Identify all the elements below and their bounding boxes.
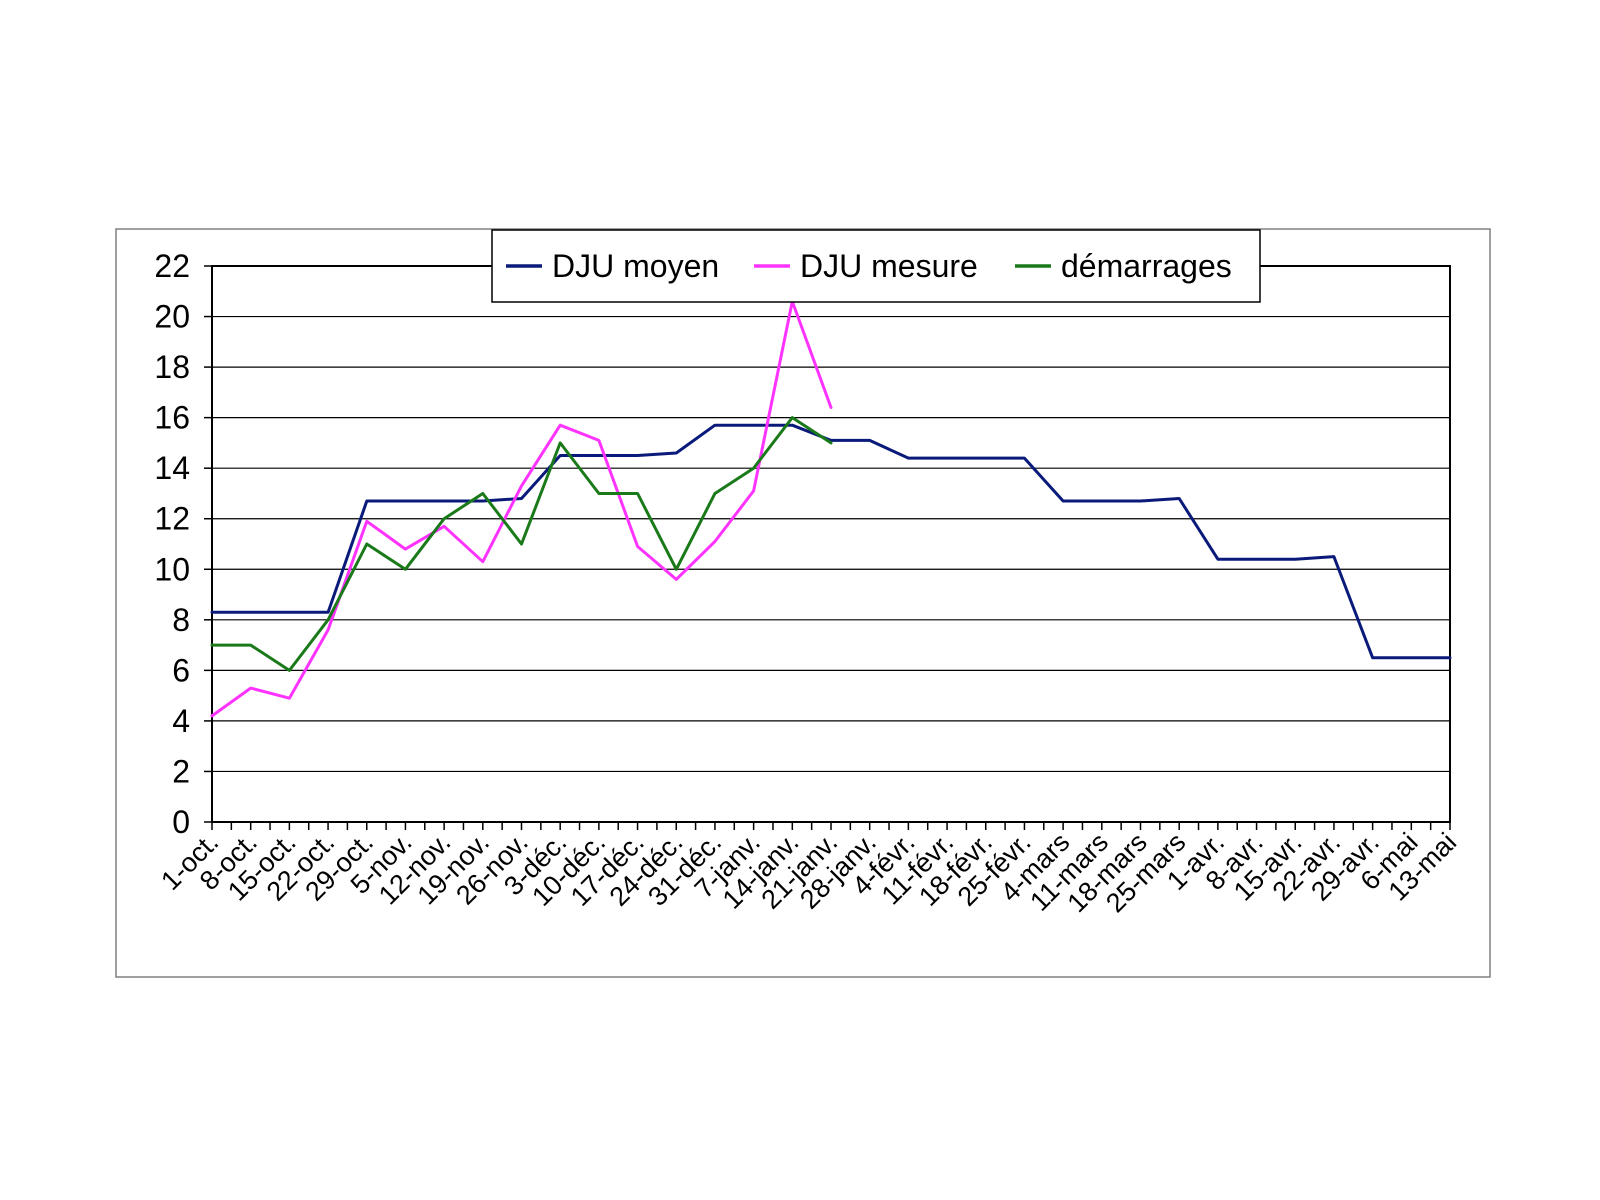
y-tick-label: 10 [154,551,190,587]
legend-box [491,229,1261,303]
y-tick-label: 0 [172,804,190,840]
y-tick-label: 20 [154,299,190,335]
legend-label: DJU moyen [552,248,719,284]
legend-label: DJU mesure [800,248,978,284]
series-line-dju-mesure [210,299,833,718]
series-line-dju-moyen [210,423,1452,660]
y-tick-label: 4 [172,703,190,739]
series-line-démarrages [210,416,833,672]
legend: DJU moyen DJU mesure démarrages [491,229,1261,303]
y-tick-label: 18 [154,349,190,385]
y-tick-label: 2 [172,753,190,789]
y-tick-label: 8 [172,602,190,638]
grid [212,315,1450,773]
series-group [210,299,1452,718]
y-tick-label: 6 [172,652,190,688]
legend-label: démarrages [1061,248,1232,284]
y-tick-label: 14 [154,450,190,486]
plot-area [211,265,1451,823]
y-tick-label: 12 [154,501,190,537]
y-tick-label: 22 [154,248,190,284]
y-tick-label: 16 [154,400,190,436]
y-axis: 0 2 4 6 8 10 12 14 16 18 20 22 [154,248,212,840]
